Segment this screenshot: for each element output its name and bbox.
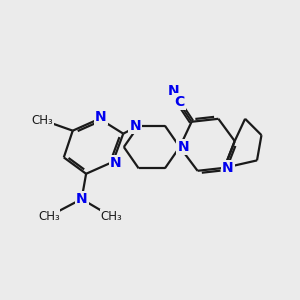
Text: CH₃: CH₃ xyxy=(38,210,60,223)
Text: C: C xyxy=(175,94,185,109)
Text: N: N xyxy=(76,192,88,206)
Text: N: N xyxy=(222,161,234,175)
Text: CH₃: CH₃ xyxy=(100,210,122,223)
Text: N: N xyxy=(110,156,122,170)
Text: N: N xyxy=(95,110,107,124)
Text: N: N xyxy=(168,84,180,98)
Text: CH₃: CH₃ xyxy=(31,114,53,127)
Text: N: N xyxy=(129,118,141,133)
Text: N: N xyxy=(178,140,189,154)
